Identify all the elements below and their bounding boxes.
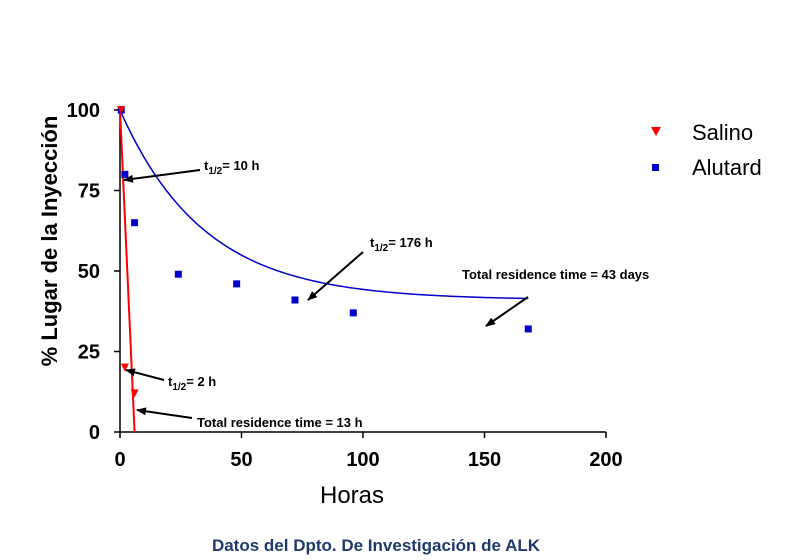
- legend-label-alutard: Alutard: [692, 155, 762, 180]
- annotation-residence-43-days: Total residence time = 43 days: [462, 267, 649, 282]
- legend-label-salino: Salino: [692, 120, 753, 145]
- x-tick-label: 50: [230, 449, 252, 471]
- annotation-halflife-176h: t1/2= 176 h: [370, 235, 433, 254]
- x-tick-label: 200: [589, 449, 622, 471]
- arrow-halflife-2h: [125, 368, 165, 381]
- fit-curve-alutard: [119, 109, 529, 300]
- fit-lines: [119, 109, 529, 433]
- point-alutard: [349, 309, 357, 317]
- annotation-residence-13h: Total residence time = 13 h: [197, 415, 363, 430]
- annotation-halflife-2h-text: = 2 h: [186, 374, 216, 389]
- point-alutard: [524, 325, 532, 333]
- y-tick-label: 100: [67, 100, 100, 122]
- annotation-halflife-2h: t1/2= 2 h: [168, 374, 216, 393]
- annotation-halflife-10h-sub: 1/2: [208, 166, 222, 177]
- y-tick-label: 0: [89, 422, 100, 444]
- annotation-halflife-10h: t1/2= 10 h: [204, 158, 260, 177]
- legend: Salino Alutard: [651, 120, 762, 180]
- annotation-halflife-10h-text: = 10 h: [222, 158, 259, 173]
- arrow-residence-13h: [136, 407, 193, 419]
- y-tick-label: 50: [78, 261, 100, 283]
- point-alutard: [174, 270, 182, 278]
- legend-marker-alutard: [652, 164, 659, 171]
- point-salino: [130, 389, 139, 398]
- annotation-halflife-2h-sub: 1/2: [172, 382, 186, 393]
- axis-ticks: 0 50 100 150 200 0 25 50 75 100: [67, 100, 623, 471]
- data-points: [117, 106, 532, 398]
- point-salino: [120, 363, 129, 372]
- legend-marker-salino: [651, 127, 661, 136]
- annotation-halflife-176h-sub: 1/2: [374, 243, 388, 254]
- point-alutard: [291, 296, 299, 304]
- point-alutard: [233, 280, 241, 288]
- point-salino: [117, 106, 126, 114]
- y-tick-label: 25: [78, 342, 100, 364]
- x-tick-label: 0: [114, 449, 125, 471]
- fit-line-salino: [119, 109, 136, 433]
- arrow-residence-43-days: [485, 296, 529, 327]
- point-alutard: [131, 219, 139, 227]
- x-tick-label: 150: [468, 449, 501, 471]
- y-tick-label: 75: [78, 181, 100, 203]
- arrow-halflife-176h: [307, 251, 364, 301]
- annotation-halflife-176h-text: = 176 h: [388, 235, 433, 250]
- y-axis-title: % Lugar de la Inyección: [37, 116, 62, 367]
- point-alutard: [121, 170, 129, 178]
- annotations: t1/2= 10 h t1/2= 176 h t1/2= 2 h Total r…: [123, 158, 649, 430]
- source-caption: Datos del Dpto. De Investigación de ALK: [211, 536, 541, 555]
- x-axis-title: Horas: [320, 482, 384, 509]
- x-tick-label: 100: [346, 449, 379, 471]
- arrow-halflife-10h: [123, 169, 201, 183]
